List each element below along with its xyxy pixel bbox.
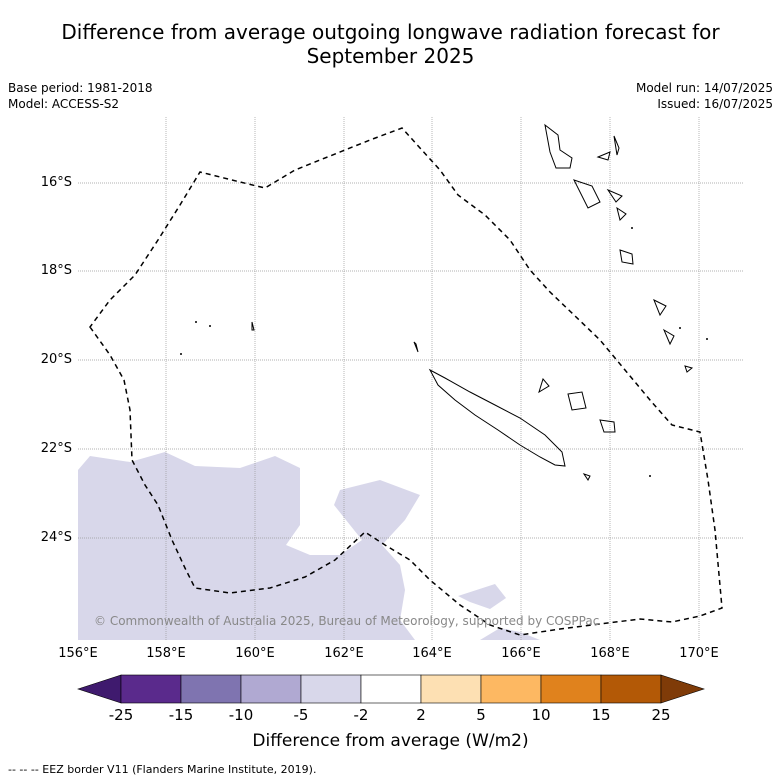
new-caledonia-mainland (428, 368, 566, 467)
loyalty-island-ouvea (538, 377, 550, 394)
loyalty-island-mare (599, 419, 616, 433)
colorbar-extend-low (77, 674, 122, 704)
chesterfield-reef (251, 321, 255, 331)
footnote-eez: -- -- -- EEZ border V11 (Flanders Marine… (8, 763, 317, 776)
colorbar-segment-3 (240, 674, 302, 704)
colorbar-tick: 2 (416, 706, 426, 724)
lon-label-156e: 156°E (58, 646, 98, 661)
vanuatu-aneityum (684, 365, 694, 373)
reef-dots (180, 227, 708, 477)
colorbar-segment-4 (300, 674, 362, 704)
colorbar-tick: 5 (476, 706, 486, 724)
vanuatu-epi (616, 206, 627, 221)
model-name: Model: ACCESS-S2 (8, 97, 120, 111)
vanuatu-efate (619, 249, 634, 265)
vanuatu-espiritu-santo (544, 123, 573, 169)
chart-title: Difference from average outgoing longwav… (0, 20, 781, 68)
vanuatu-malekula (573, 179, 601, 209)
lat-label-20s: 20°S (40, 352, 72, 367)
lat-label-16s: 16°S (40, 175, 72, 190)
vanuatu-erromango (653, 298, 667, 317)
lon-label-162e: 162°E (324, 646, 364, 661)
colorbar-label: Difference from average (W/m2) (252, 731, 529, 751)
lon-label-166e: 166°E (501, 646, 541, 661)
lon-label-170e: 170°E (679, 646, 719, 661)
isle-of-pines (582, 473, 591, 481)
anomaly-area (78, 452, 540, 640)
colorbar-segment-2 (180, 674, 242, 704)
lat-label-18s: 18°S (40, 263, 72, 278)
loyalty-island-lifou (567, 391, 587, 411)
colorbar-segment-9 (600, 674, 662, 704)
vanuatu-malo (596, 151, 611, 161)
lon-label-158e: 158°E (146, 646, 186, 661)
colorbar-segment-1 (120, 674, 182, 704)
meta-left: Base period: 1981-2018 Model: ACCESS-S2 (8, 80, 153, 112)
lon-label-160e: 160°E (235, 646, 275, 661)
colorbar-segment-6 (420, 674, 482, 704)
colorbar-extend-high (660, 674, 705, 704)
colorbar-segment-7 (480, 674, 542, 704)
colorbar-tick: -2 (353, 706, 369, 724)
lat-label-24s: 24°S (40, 530, 72, 545)
vanuatu-tanna (662, 328, 675, 346)
base-period: Base period: 1981-2018 (8, 81, 153, 95)
grid-lines (78, 117, 743, 640)
lon-label-164e: 164°E (412, 646, 452, 661)
vanuatu-maewo (613, 135, 620, 156)
eez-border (89, 127, 723, 636)
issued-date: Issued: 16/07/2025 (657, 97, 773, 111)
lon-label-168e: 168°E (590, 646, 630, 661)
lat-label-22s: 22°S (40, 441, 72, 456)
colorbar (77, 674, 705, 704)
meta-right: Model run: 14/07/2025 Issued: 16/07/2025 (636, 80, 773, 112)
title-line-1: Difference from average outgoing longwav… (61, 20, 720, 44)
model-run: Model run: 14/07/2025 (635, 81, 773, 95)
copyright-notice: © Commonwealth of Australia 2025, Bureau… (94, 614, 600, 628)
colorbar-tick: -5 (293, 706, 309, 724)
colorbar-tick: 15 (591, 706, 611, 724)
colorbar-segment-8 (540, 674, 602, 704)
vanuatu-pentecost (606, 188, 623, 203)
coastlines (251, 123, 694, 481)
colorbar-tick: 10 (531, 706, 551, 724)
colorbar-tick: -15 (168, 706, 194, 724)
belep-islands (413, 341, 419, 353)
colorbar-segment-5 (360, 674, 422, 704)
colorbar-tick: -25 (108, 706, 134, 724)
colorbar-tick: -10 (228, 706, 254, 724)
title-line-2: September 2025 (306, 44, 475, 68)
colorbar-tick: 25 (651, 706, 671, 724)
